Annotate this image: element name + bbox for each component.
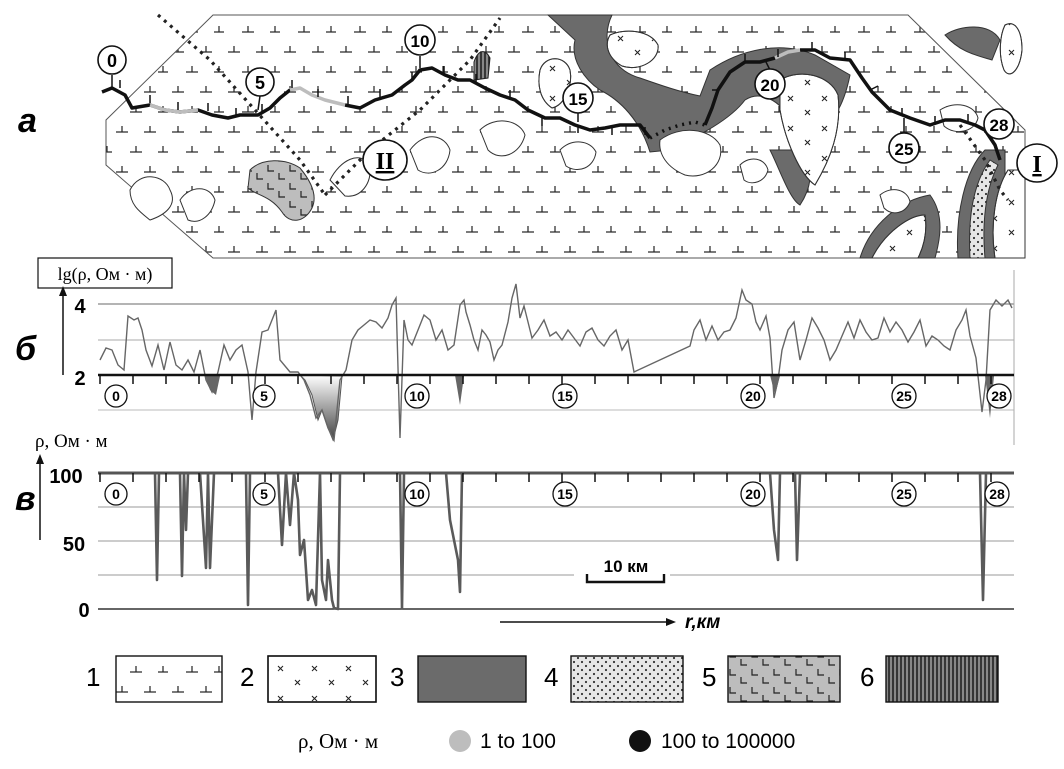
legend-num-1: 1 (86, 662, 100, 692)
unit-5-L-marks (247, 160, 315, 221)
map-km-10: 10 (411, 32, 430, 51)
panel-v-rho-series (98, 471, 1012, 611)
unit-2-crosses (606, 30, 659, 68)
panel-b-lg-rho-series (99, 283, 1013, 443)
map-km-25: 25 (895, 140, 914, 159)
legend-swatch-6 (885, 655, 999, 703)
scale-bar: 10 км (574, 553, 670, 584)
legend-high-label: 100 to 100000 (661, 730, 795, 753)
map-km-0: 0 (107, 51, 117, 71)
panel-b-xticks (99, 375, 992, 384)
legend: 1 2 3 4 5 6 ρ, Ом · м 1 to 100 100 to 10… (86, 655, 999, 753)
panel-b-km-28: 28 (991, 388, 1007, 404)
profile-II-label: II (376, 149, 395, 175)
panel-v-grid (98, 506, 1014, 576)
panel-v-km-10: 10 (409, 486, 425, 502)
legend-swatch-2 (267, 655, 377, 703)
panel-v-km-25: 25 (896, 486, 912, 502)
legend-rho-label: ρ, Ом · м (298, 729, 378, 753)
profile-II-line (156, 13, 327, 196)
panel-v-ylabel: ρ, Ом · м (35, 431, 108, 452)
legend-low-label: 1 to 100 (480, 730, 556, 753)
legend-num-4: 4 (544, 662, 558, 692)
legend-num-6: 6 (860, 662, 874, 692)
panel-v-km-markers: 0 5 10 15 20 25 28 (104, 481, 1010, 507)
unit-2-crosses (779, 73, 840, 186)
panel-b-km-0: 0 (112, 388, 120, 404)
panel-v-xlabel: r,км (685, 612, 720, 633)
panel-b-km-5: 5 (260, 388, 268, 404)
panel-v-x-arrowhead (666, 618, 676, 626)
panel-b-km-25: 25 (896, 388, 912, 404)
panel-b-km-15: 15 (557, 388, 573, 404)
legend-swatch-4 (570, 655, 684, 703)
profile-II-line (323, 17, 502, 197)
panel-v-km-28: 28 (989, 486, 1005, 502)
panel-v-km-0: 0 (112, 486, 120, 502)
route-low (289, 86, 346, 107)
panel-b-chart: lg(ρ, Ом · м) 4 2 (37, 257, 1015, 445)
panel-b-yaxis-arrow (59, 286, 67, 296)
panel-b-ytick-2: 2 (74, 368, 85, 390)
map-km-20: 20 (761, 76, 780, 95)
legend-num-2: 2 (240, 662, 254, 692)
legend-swatch-3 (417, 655, 527, 703)
panel-b-dip-shade (455, 375, 464, 405)
legend-num-3: 3 (390, 662, 404, 692)
legend-swatch-5 (727, 655, 841, 703)
panel-v-ytick-0: 0 (78, 600, 89, 622)
map-km-5: 5 (255, 73, 265, 93)
route-ticks (119, 42, 969, 135)
panel-letter-a: а (18, 102, 37, 140)
legend-high-dot (629, 730, 651, 752)
route-low (774, 48, 801, 60)
route-high (344, 66, 652, 140)
panel-b-km-10: 10 (409, 388, 425, 404)
panel-b-ylabel-box (37, 257, 173, 289)
panel-v-chart: ρ, Ом · м 100 50 0 (35, 431, 1014, 633)
profile-I-line (958, 124, 1010, 201)
route-high (800, 48, 1002, 161)
panel-b-km-20: 20 (745, 388, 761, 404)
map-km-28: 28 (990, 116, 1009, 135)
route-low (149, 103, 199, 114)
outcrop-outlines (129, 104, 979, 222)
scale-bar-label: 10 км (604, 557, 649, 576)
unit-6-hatch (473, 51, 491, 81)
route-high (703, 56, 776, 126)
panel-v-km-20: 20 (745, 486, 761, 502)
legend-low-dot (449, 730, 471, 752)
legend-swatch-1 (115, 655, 223, 703)
panel-b-ylabel: lg(ρ, Ом · м) (58, 264, 153, 285)
panel-v-km-15: 15 (557, 486, 573, 502)
unit-3-dark-gray (944, 26, 1001, 61)
panel-letter-v: в (15, 480, 36, 518)
panel-letter-b: б (15, 330, 37, 368)
unit-2-crosses (992, 169, 1026, 259)
unit-2-crosses (999, 23, 1023, 75)
geologic-map: 0 5 10 15 20 25 28 II I (97, 13, 1058, 259)
profile-I-label: I (1032, 152, 1041, 178)
map-km-markers: 0 5 10 15 20 25 28 (97, 24, 1015, 164)
panel-v-km-5: 5 (260, 486, 268, 502)
panel-v-xticks (99, 473, 992, 482)
legend-num-5: 5 (702, 662, 716, 692)
unit-2-crosses (871, 214, 927, 259)
panel-b-ytick-4: 4 (74, 296, 86, 318)
unit-4-dots (969, 159, 999, 259)
panel-v-yaxis-arrow (36, 454, 44, 464)
panel-b-km-markers: 0 5 10 15 20 25 28 (104, 383, 1012, 409)
panel-v-ytick-50: 50 (63, 534, 85, 556)
panel-v-ytick-100: 100 (49, 466, 82, 488)
profile-labels: II I (362, 139, 1058, 183)
map-km-15: 15 (569, 90, 588, 109)
